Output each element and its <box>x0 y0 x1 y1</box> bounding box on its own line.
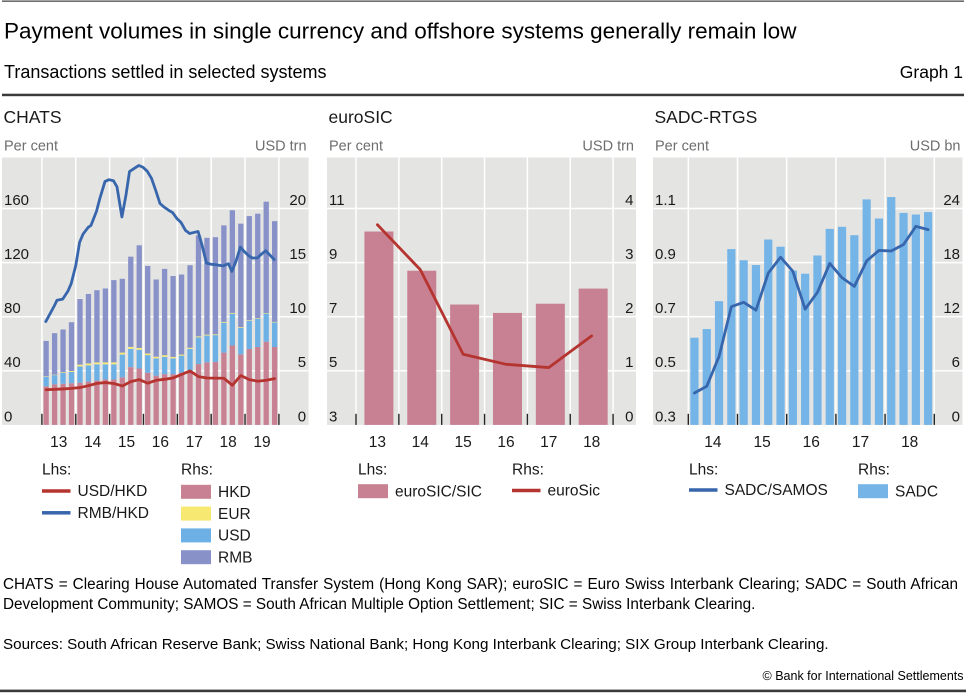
svg-text:SADC-RTGS: SADC-RTGS <box>655 107 758 127</box>
svg-text:USD trn: USD trn <box>255 139 307 155</box>
svg-text:euroSic: euroSic <box>548 483 601 500</box>
svg-text:Rhs:: Rhs: <box>858 462 890 479</box>
svg-text:CHATS: CHATS <box>4 107 62 127</box>
svg-text:19: 19 <box>253 434 270 451</box>
svg-text:SADC/SAMOS: SADC/SAMOS <box>725 482 828 499</box>
svg-text:3: 3 <box>625 246 633 263</box>
svg-text:Lhs:: Lhs: <box>42 462 71 479</box>
svg-text:USD/HKD: USD/HKD <box>78 483 148 500</box>
svg-text:3: 3 <box>329 408 337 425</box>
svg-text:RMB: RMB <box>218 549 252 566</box>
svg-text:16: 16 <box>152 434 169 451</box>
svg-text:0.3: 0.3 <box>655 408 676 425</box>
svg-text:7: 7 <box>329 300 337 317</box>
svg-text:USD bn: USD bn <box>910 139 961 155</box>
svg-text:17: 17 <box>186 434 203 451</box>
svg-text:RMB/HKD: RMB/HKD <box>78 505 149 522</box>
svg-text:18: 18 <box>943 246 960 263</box>
svg-text:17: 17 <box>852 434 869 451</box>
svg-text:Per cent: Per cent <box>329 139 383 155</box>
svg-text:160: 160 <box>4 192 29 209</box>
svg-text:14: 14 <box>84 434 102 451</box>
svg-text:5: 5 <box>298 354 306 371</box>
svg-text:0.9: 0.9 <box>655 246 676 263</box>
svg-text:Rhs:: Rhs: <box>512 462 544 479</box>
svg-text:© Bank for International Settl: © Bank for International Settlements <box>763 669 964 683</box>
svg-text:17: 17 <box>540 434 557 451</box>
svg-text:13: 13 <box>369 434 386 451</box>
svg-text:18: 18 <box>901 434 918 451</box>
svg-text:0: 0 <box>625 408 633 425</box>
svg-text:6: 6 <box>952 354 960 371</box>
svg-text:15: 15 <box>118 434 135 451</box>
svg-text:14: 14 <box>704 434 722 451</box>
svg-text:80: 80 <box>4 300 21 317</box>
svg-text:20: 20 <box>289 192 306 209</box>
svg-text:USD trn: USD trn <box>582 139 634 155</box>
svg-text:Per cent: Per cent <box>4 139 58 155</box>
svg-text:120: 120 <box>4 246 29 263</box>
svg-text:18: 18 <box>219 434 236 451</box>
svg-text:15: 15 <box>753 434 770 451</box>
svg-text:4: 4 <box>625 192 633 209</box>
svg-text:Lhs:: Lhs: <box>358 462 387 479</box>
svg-text:16: 16 <box>497 434 514 451</box>
svg-text:Rhs:: Rhs: <box>181 462 213 479</box>
svg-text:Lhs:: Lhs: <box>689 462 718 479</box>
svg-text:14: 14 <box>412 434 430 451</box>
svg-text:5: 5 <box>329 354 337 371</box>
svg-text:1.1: 1.1 <box>655 192 676 209</box>
svg-text:13: 13 <box>50 434 67 451</box>
svg-text:HKD: HKD <box>218 484 251 501</box>
svg-text:euroSIC: euroSIC <box>329 107 393 127</box>
svg-text:Transactions settled in select: Transactions settled in selected systems <box>4 62 326 82</box>
svg-text:0.7: 0.7 <box>655 300 676 317</box>
svg-text:0: 0 <box>4 408 12 425</box>
svg-text:40: 40 <box>4 354 21 371</box>
svg-text:24: 24 <box>943 192 960 209</box>
svg-text:0: 0 <box>952 408 960 425</box>
svg-text:18: 18 <box>583 434 600 451</box>
svg-text:Graph 1: Graph 1 <box>900 62 963 82</box>
svg-text:10: 10 <box>289 300 306 317</box>
svg-text:0: 0 <box>298 408 306 425</box>
svg-text:USD: USD <box>218 528 251 545</box>
svg-text:2: 2 <box>625 300 633 317</box>
svg-text:15: 15 <box>454 434 471 451</box>
svg-text:15: 15 <box>289 246 306 263</box>
svg-text:Payment volumes in single curr: Payment volumes in single currency and o… <box>4 19 797 44</box>
svg-text:12: 12 <box>943 300 960 317</box>
svg-text:9: 9 <box>329 246 337 263</box>
svg-text:euroSIC/SIC: euroSIC/SIC <box>395 483 482 500</box>
svg-text:11: 11 <box>329 192 345 209</box>
svg-text:SADC: SADC <box>895 483 938 500</box>
svg-text:0.5: 0.5 <box>655 354 676 371</box>
svg-text:1: 1 <box>625 354 633 371</box>
svg-text:Per cent: Per cent <box>655 139 709 155</box>
svg-text:EUR: EUR <box>218 506 251 523</box>
svg-text:16: 16 <box>803 434 820 451</box>
